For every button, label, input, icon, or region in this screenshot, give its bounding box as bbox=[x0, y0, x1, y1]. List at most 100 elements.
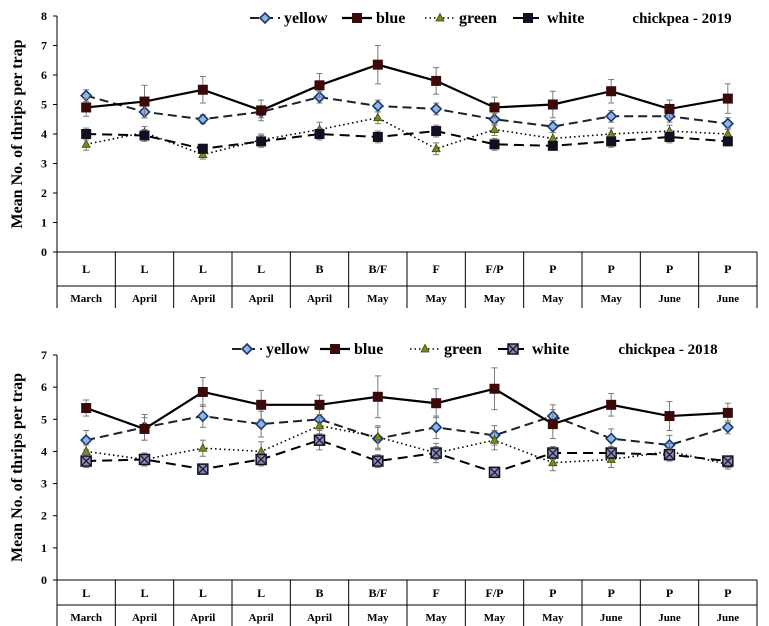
yellow-line bbox=[85, 94, 728, 128]
x-tick-label-stage: L bbox=[140, 586, 148, 600]
blue-point bbox=[314, 80, 325, 91]
legend-label: yellow bbox=[266, 341, 310, 358]
blue-point bbox=[606, 86, 617, 97]
white-point-cross bbox=[431, 448, 441, 458]
white-point bbox=[139, 130, 150, 141]
x-tick-label-month: April bbox=[190, 612, 215, 624]
x-tick-label-stage: F/P bbox=[486, 262, 504, 276]
yellow-point bbox=[430, 421, 443, 434]
white-point bbox=[81, 129, 92, 139]
y-tick-label: 4 bbox=[41, 127, 47, 141]
series-blue bbox=[81, 45, 733, 122]
x-tick-label-stage: F/P bbox=[486, 586, 504, 600]
x-tick-label-stage: L bbox=[82, 262, 90, 276]
blue-point bbox=[81, 403, 92, 414]
yellow-point bbox=[721, 117, 734, 130]
blue-point bbox=[330, 344, 340, 354]
white-point-cross bbox=[315, 435, 324, 445]
x-tick-label-stage: P bbox=[607, 586, 614, 600]
blue-point bbox=[722, 93, 733, 104]
y-tick-label: 0 bbox=[41, 245, 47, 259]
white-line bbox=[86, 439, 728, 474]
x-tick-label-stage: B bbox=[315, 586, 323, 600]
x-tick-label-stage: B/F bbox=[368, 586, 387, 600]
chart-title: chickpea - 2018 bbox=[618, 342, 717, 358]
x-tick-label-month: April bbox=[132, 293, 157, 305]
x-tick-label-month: May bbox=[484, 293, 506, 305]
x-tick-label-stage: F bbox=[432, 262, 439, 276]
x-tick-label-month: May bbox=[542, 293, 564, 305]
blue-point bbox=[197, 84, 208, 95]
blue-point bbox=[81, 102, 92, 113]
legend-item-yellow: yellow bbox=[232, 341, 310, 358]
yellow-point bbox=[546, 120, 559, 133]
green-point bbox=[435, 12, 445, 22]
legend-item-white: white bbox=[498, 341, 569, 358]
white-point bbox=[722, 455, 734, 467]
y-tick-label: 3 bbox=[41, 157, 47, 171]
white-point bbox=[197, 143, 208, 154]
green-point bbox=[314, 420, 325, 430]
series-yellow bbox=[80, 89, 734, 134]
x-tick-label-month: June bbox=[658, 293, 681, 305]
blue-point bbox=[139, 423, 150, 434]
green-point bbox=[420, 343, 430, 353]
blue-point bbox=[256, 399, 267, 410]
x-tick-label-stage: L bbox=[257, 586, 265, 600]
legend-item-green: green bbox=[410, 341, 482, 358]
legend-label: green bbox=[459, 10, 497, 27]
y-tick-label: 2 bbox=[41, 186, 47, 200]
white-point bbox=[547, 447, 559, 459]
yellow-point bbox=[605, 432, 618, 445]
x-tick-label-month: April bbox=[307, 293, 332, 305]
green-point bbox=[723, 128, 733, 138]
white-point-cross bbox=[723, 456, 733, 466]
series-green bbox=[81, 417, 733, 472]
legend-label: white bbox=[547, 10, 584, 27]
series-white bbox=[81, 124, 733, 154]
y-tick-label: 1 bbox=[41, 216, 47, 230]
x-tick-label-month: April bbox=[132, 612, 157, 624]
white-point bbox=[523, 13, 533, 23]
white-point-cross bbox=[548, 448, 558, 458]
blue-point bbox=[664, 103, 675, 114]
green-point bbox=[198, 442, 208, 452]
blue-point bbox=[256, 105, 267, 116]
blue-point bbox=[197, 386, 208, 397]
y-tick-label: 7 bbox=[41, 348, 47, 362]
green-point bbox=[373, 112, 383, 122]
y-tick-label: 3 bbox=[41, 477, 47, 491]
chart-2018: 0 1 2 3 4 5 6 7 L March L April L April L April B April B/… bbox=[9, 341, 758, 626]
blue-point bbox=[372, 391, 383, 402]
white-point bbox=[372, 131, 383, 142]
x-tick-label-stage: L bbox=[199, 262, 207, 276]
legend-label: yellow bbox=[284, 10, 328, 27]
yellow-line bbox=[85, 415, 729, 447]
y-tick-label: 1 bbox=[41, 541, 47, 555]
series-green bbox=[81, 111, 733, 160]
legend-item-white: white bbox=[513, 10, 584, 27]
y-tick-label: 6 bbox=[41, 68, 47, 82]
x-tick-label-stage: P bbox=[724, 586, 731, 600]
white-point-cross bbox=[508, 344, 518, 354]
blue-point bbox=[372, 59, 383, 70]
x-tick-label-stage: L bbox=[257, 262, 265, 276]
yellow-point bbox=[255, 417, 268, 431]
yellow-point bbox=[371, 99, 384, 113]
x-tick-label-stage: P bbox=[666, 262, 673, 276]
blue-point bbox=[489, 102, 500, 113]
x-tick-label-month: May bbox=[425, 612, 447, 624]
blue-point bbox=[431, 398, 442, 409]
x-tick-label-month: May bbox=[600, 293, 622, 305]
x-tick-label-month: March bbox=[70, 612, 102, 624]
yellow-point bbox=[721, 421, 734, 434]
series-blue bbox=[81, 367, 733, 441]
yellow-point bbox=[196, 409, 209, 423]
x-tick-label-stage: B/F bbox=[368, 262, 387, 276]
legend-label: blue bbox=[354, 341, 383, 358]
white-line bbox=[86, 130, 728, 150]
y-axis-label: Mean No. of thrips per trap bbox=[9, 373, 26, 562]
white-point-cross bbox=[198, 464, 208, 474]
blue-point bbox=[722, 407, 733, 418]
x-tick-label-stage: L bbox=[199, 586, 207, 600]
